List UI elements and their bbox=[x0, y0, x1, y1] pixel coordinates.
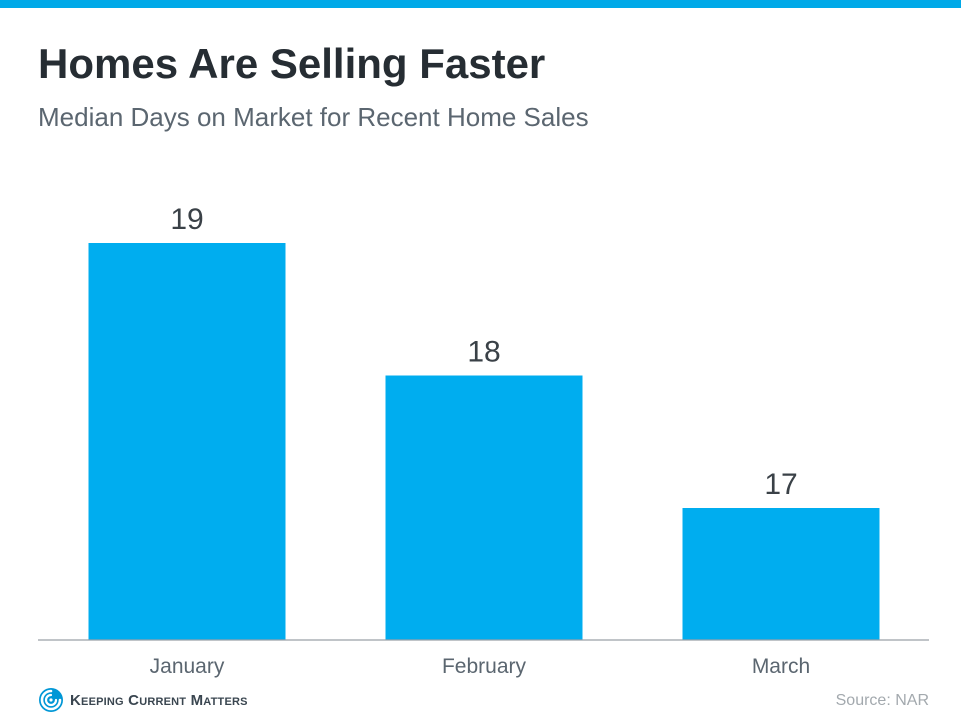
value-label-march: 17 bbox=[764, 468, 797, 501]
value-labels-group: 19 18 17 bbox=[170, 203, 797, 501]
category-label-january: January bbox=[150, 655, 225, 678]
category-labels-group: January February March bbox=[150, 655, 811, 678]
kcm-logo: Keeping Current Matters bbox=[38, 686, 248, 714]
category-label-march: March bbox=[752, 655, 810, 678]
bar-february bbox=[385, 375, 583, 640]
chart-title: Homes Are Selling Faster bbox=[38, 40, 546, 87]
bar-january bbox=[88, 243, 286, 640]
source-note: Source: NAR bbox=[835, 692, 929, 709]
bars-group bbox=[88, 243, 880, 640]
value-label-january: 19 bbox=[170, 203, 203, 236]
category-label-february: February bbox=[442, 655, 527, 678]
kcm-swirl-icon bbox=[39, 688, 63, 712]
logo-text: Keeping Current Matters bbox=[70, 691, 248, 709]
value-label-february: 18 bbox=[467, 336, 500, 369]
chart-subtitle: Median Days on Market for Recent Home Sa… bbox=[38, 102, 589, 132]
top-accent-stripe bbox=[0, 0, 961, 8]
bar-march bbox=[682, 508, 880, 640]
